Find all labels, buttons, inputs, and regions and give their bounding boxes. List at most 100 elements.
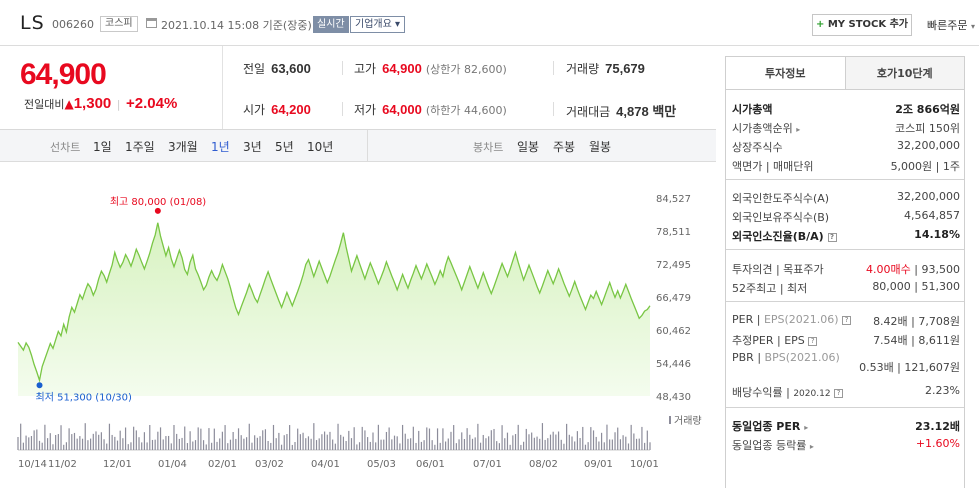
- row-value: 32,200,000: [897, 190, 960, 203]
- volume-bar: [350, 438, 353, 450]
- volume-bar: [157, 431, 159, 450]
- volume-bar: [614, 432, 616, 450]
- volume-bar: [227, 443, 229, 450]
- volume-bar: [189, 431, 191, 450]
- tab-investment-info[interactable]: 투자정보: [726, 57, 845, 89]
- volume-bar: [165, 436, 167, 450]
- volume-bar: [141, 442, 143, 450]
- row-value: 0.53배 | 121,607원: [859, 361, 960, 374]
- price-area: [18, 222, 650, 396]
- realtime-button[interactable]: 실시간: [313, 16, 349, 33]
- volume-bar: [229, 439, 232, 450]
- tab-1w[interactable]: 1주일: [125, 140, 155, 154]
- volume-bar: [87, 440, 89, 450]
- volume-bar: [103, 439, 105, 450]
- volume-bar: [154, 439, 156, 450]
- volume-bar: [541, 423, 544, 450]
- stat-value: 64,900: [382, 61, 422, 76]
- divider: [726, 407, 964, 408]
- price-change: 전일대비▲1,300 | +2.04%: [24, 95, 177, 112]
- volume-bar: [617, 427, 619, 450]
- high-marker: [154, 207, 161, 214]
- volume-bar: [192, 441, 194, 450]
- volume-bar: [587, 442, 589, 450]
- info-icon[interactable]: ?: [834, 389, 844, 398]
- volume-bar: [146, 442, 148, 450]
- row-label: 동일업종 등락률 ▸: [732, 437, 814, 453]
- volume-bar: [127, 444, 129, 450]
- row-label: PER | EPS(2021.06) ?: [732, 313, 852, 326]
- volume-bar: [184, 426, 186, 450]
- volume-bar: [65, 442, 68, 450]
- volume-bar: [321, 434, 323, 450]
- row-value: 23.12배: [915, 420, 960, 433]
- tab-10y[interactable]: 10년: [307, 140, 334, 154]
- price-chart[interactable]: 84,527 78,511 72,495 66,479 60,462 54,446 48,4…: [0, 180, 716, 488]
- tab-order-book[interactable]: 호가10단계: [844, 57, 964, 89]
- add-mystock-button[interactable]: + MY STOCK 추가: [812, 14, 912, 36]
- volume-bar: [566, 423, 568, 450]
- volume-bar: [73, 432, 76, 450]
- row-value: 7.54배 | 8,611원: [873, 334, 960, 347]
- volume-bar: [579, 438, 581, 450]
- volume-bar: [509, 444, 511, 450]
- volume-bar: [555, 434, 557, 450]
- industry-per-label: 동일업종 PER: [732, 420, 801, 433]
- stat-prev-close: 전일 63,600: [243, 60, 311, 77]
- stat-value: 75,679: [605, 61, 645, 76]
- stat-label: 고가: [354, 62, 377, 76]
- volume-bar: [245, 437, 248, 450]
- volume-bar: [447, 438, 449, 450]
- volume-bar: [582, 426, 584, 450]
- volume-bar: [428, 428, 431, 450]
- volume-bar: [216, 441, 218, 450]
- volume-bar: [369, 441, 371, 450]
- row-label: 52주최고 | 최저: [732, 282, 808, 295]
- x-tick-label: 06/01: [416, 459, 445, 470]
- volume-bar: [168, 435, 170, 450]
- info-icon[interactable]: ?: [808, 337, 818, 346]
- volume-bar: [33, 430, 35, 450]
- tab-weekly[interactable]: 주봉: [553, 140, 576, 154]
- volume-bar: [302, 432, 304, 450]
- plus-icon: +: [815, 19, 825, 30]
- volume-bar: [442, 428, 444, 450]
- volume-bar: [493, 428, 495, 450]
- volume-bar: [474, 437, 476, 450]
- volume-bar: [627, 443, 630, 450]
- chevron-right-icon: ▸: [804, 423, 809, 432]
- volume-bar: [55, 435, 57, 450]
- stat-low: 저가 64,000 (하한가 44,600): [354, 101, 507, 118]
- volume-bar: [622, 435, 624, 450]
- tab-5y[interactable]: 5년: [275, 140, 294, 154]
- volume-bar: [135, 430, 137, 450]
- line-chart-label: 선차트: [50, 141, 81, 154]
- chevron-right-icon: ▸: [796, 125, 801, 134]
- volume-bar: [547, 438, 549, 450]
- volume-bar: [340, 434, 342, 450]
- tab-daily[interactable]: 일봉: [517, 140, 540, 154]
- volume-bar: [595, 436, 597, 450]
- volume-bar: [248, 423, 250, 450]
- tab-1d[interactable]: 1일: [93, 140, 112, 154]
- info-icon[interactable]: ?: [842, 316, 852, 325]
- volume-bar: [396, 436, 398, 450]
- stat-high: 고가 64,900 (상한가 82,600): [354, 60, 507, 77]
- row-value: 5,000원 | 1주: [890, 160, 960, 173]
- tab-monthly[interactable]: 월봉: [589, 140, 612, 154]
- volume-bar: [641, 426, 643, 450]
- info-icon[interactable]: ?: [827, 233, 837, 242]
- quick-order-dropdown[interactable]: 빠른주문 ▾: [927, 17, 975, 33]
- volume-bar: [36, 429, 38, 450]
- add-mystock-label: MY STOCK 추가: [827, 19, 909, 30]
- company-overview-dropdown[interactable]: 기업개요 ▾: [350, 16, 406, 33]
- row-label: 외국인한도주식수(A): [732, 192, 830, 205]
- chevron-right-icon: ▸: [809, 442, 814, 451]
- volume-bar: [407, 438, 409, 450]
- tab-3y[interactable]: 3년: [243, 140, 262, 154]
- volume-bar: [272, 424, 275, 450]
- tab-1y[interactable]: 1년: [211, 140, 230, 154]
- est-eps-label: EPS: [784, 334, 805, 347]
- volume-bar: [380, 439, 382, 450]
- tab-3m[interactable]: 3개월: [168, 140, 198, 154]
